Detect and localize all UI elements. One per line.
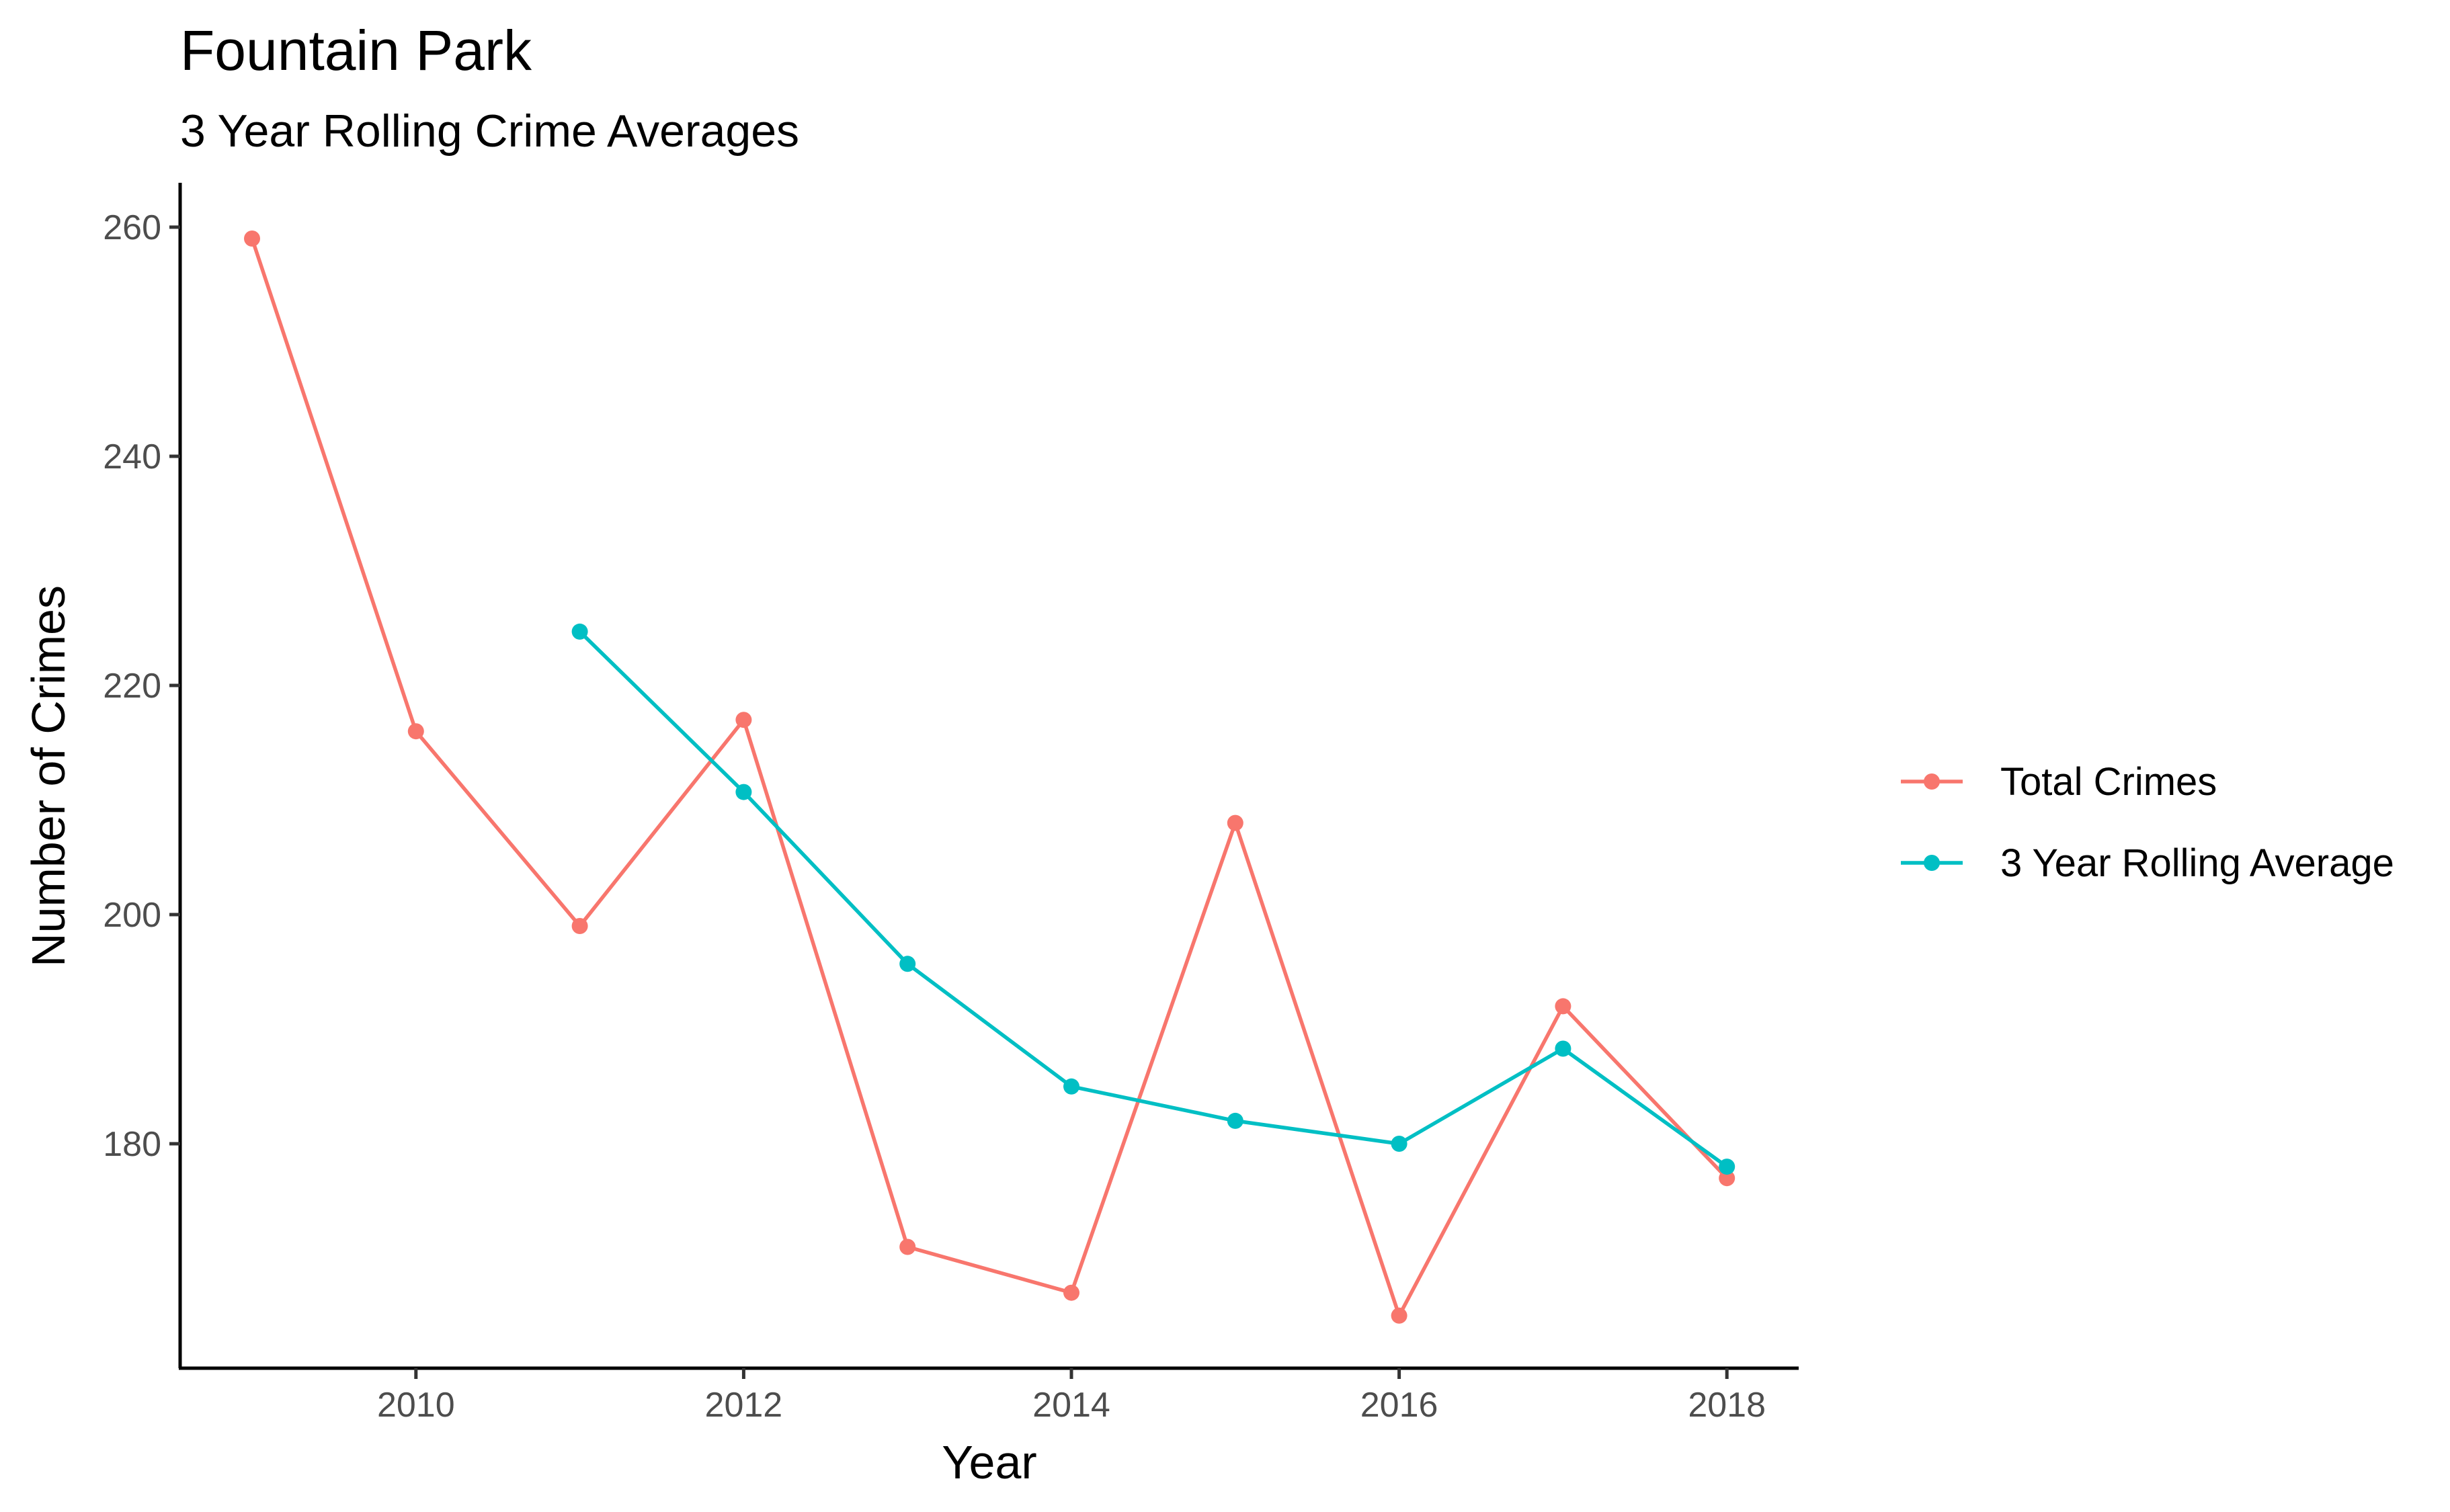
legend: Total Crimes 3 Year Rolling Average bbox=[1901, 760, 2394, 885]
chart-title: Fountain Park bbox=[180, 19, 532, 82]
data-point-1-7 bbox=[1719, 1159, 1736, 1175]
legend-label-0: Total Crimes bbox=[2000, 760, 2217, 804]
data-point-0-6 bbox=[1227, 814, 1243, 831]
data-point-1-6 bbox=[1555, 1040, 1571, 1057]
y-tick-label-1: 200 bbox=[103, 896, 161, 935]
data-point-0-4 bbox=[899, 1238, 916, 1255]
data-point-1-4 bbox=[1227, 1112, 1243, 1129]
y-tick-label-4: 260 bbox=[103, 208, 161, 247]
x-tick-label-3: 2016 bbox=[1360, 1386, 1438, 1425]
data-point-1-2 bbox=[899, 956, 916, 972]
data-point-0-8 bbox=[1555, 998, 1571, 1015]
x-tick-label-2: 2014 bbox=[1032, 1386, 1110, 1425]
series-line-1 bbox=[578, 630, 1728, 1169]
axes bbox=[178, 183, 1799, 1370]
data-point-0-7 bbox=[1391, 1307, 1407, 1324]
y-tick-label-3: 240 bbox=[103, 437, 161, 476]
y-axis-title: Number of Crimes bbox=[22, 585, 75, 967]
legend-key-point-1 bbox=[1924, 855, 1940, 871]
legend-item-0: Total Crimes bbox=[1901, 760, 2217, 804]
x-axis-title: Year bbox=[942, 1436, 1036, 1488]
ticks: 2010 2012 2014 2016 2018 180 200 220 240 260 bbox=[103, 208, 1766, 1425]
data-point-1-0 bbox=[571, 623, 588, 640]
y-tick-label-0: 180 bbox=[103, 1125, 161, 1164]
data-point-1-3 bbox=[1063, 1078, 1079, 1095]
data-point-0-2 bbox=[571, 918, 588, 934]
data-point-1-5 bbox=[1391, 1136, 1407, 1152]
data-point-0-9 bbox=[1719, 1170, 1736, 1187]
data-point-0-5 bbox=[1063, 1284, 1079, 1301]
legend-key-point-0 bbox=[1924, 773, 1940, 790]
series-1 bbox=[571, 623, 1736, 1175]
plot-area bbox=[244, 230, 1736, 1324]
x-tick-label-4: 2018 bbox=[1688, 1386, 1766, 1425]
legend-label-1: 3 Year Rolling Average bbox=[2000, 841, 2394, 885]
y-tick-label-2: 220 bbox=[103, 667, 161, 706]
data-point-0-3 bbox=[735, 712, 752, 728]
x-tick-label-1: 2012 bbox=[705, 1386, 783, 1425]
data-point-0-0 bbox=[244, 230, 260, 247]
series-line-0 bbox=[250, 238, 1729, 1318]
data-point-1-1 bbox=[735, 784, 752, 800]
legend-item-1: 3 Year Rolling Average bbox=[1901, 841, 2394, 885]
x-tick-label-0: 2010 bbox=[377, 1386, 455, 1425]
data-point-0-1 bbox=[407, 723, 424, 740]
chart-subtitle: 3 Year Rolling Crime Averages bbox=[180, 106, 799, 157]
series-0 bbox=[244, 230, 1736, 1324]
